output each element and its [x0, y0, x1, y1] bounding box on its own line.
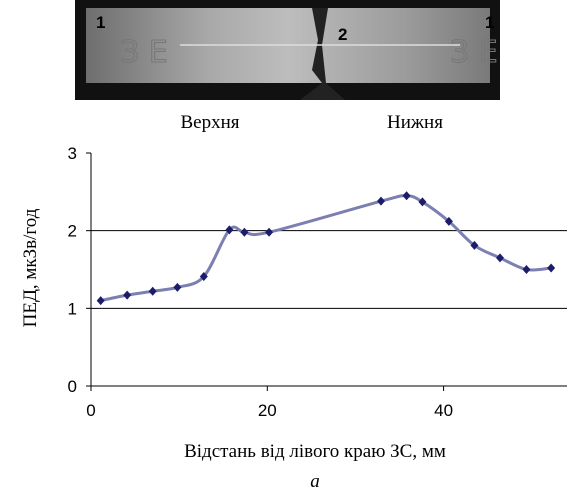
- svg-text:З Е: З Е: [450, 35, 498, 70]
- marker: [470, 240, 479, 250]
- marker: [402, 191, 411, 201]
- caption: а: [310, 471, 320, 492]
- marker: [377, 196, 386, 206]
- photo-label: 1: [485, 13, 494, 32]
- y-tick-label: 3: [68, 144, 77, 163]
- x-tick-label: 20: [258, 401, 277, 420]
- marker: [496, 253, 505, 263]
- x-axis-label: Відстань від лівого краю ЗС, мм: [184, 441, 446, 462]
- marker: [123, 290, 132, 300]
- series-line: [100, 194, 552, 303]
- annotation: Нижня: [387, 112, 443, 133]
- photo-label: 2: [338, 25, 347, 44]
- marker: [418, 197, 427, 207]
- y-tick-label: 0: [68, 377, 77, 396]
- y-axis-label: ПЕД, мкЗв/год: [20, 208, 41, 327]
- marker: [148, 286, 157, 296]
- marker: [199, 271, 208, 281]
- annotation: Верхня: [180, 112, 239, 133]
- x-tick-label: 40: [434, 401, 453, 420]
- marker: [96, 296, 105, 306]
- marker: [173, 282, 182, 292]
- marker: [265, 227, 274, 237]
- x-tick-label: 0: [86, 401, 95, 420]
- marker: [240, 227, 249, 237]
- photo: З Е З Е 1 2 1: [75, 0, 500, 100]
- marker: [522, 265, 531, 274]
- y-tick-label: 2: [68, 222, 77, 241]
- y-tick-label: 1: [68, 299, 77, 318]
- marker: [444, 216, 453, 226]
- marker: [225, 225, 234, 235]
- photo-label: 1: [96, 13, 105, 32]
- svg-text:З Е: З Е: [120, 35, 168, 70]
- marker: [547, 263, 556, 273]
